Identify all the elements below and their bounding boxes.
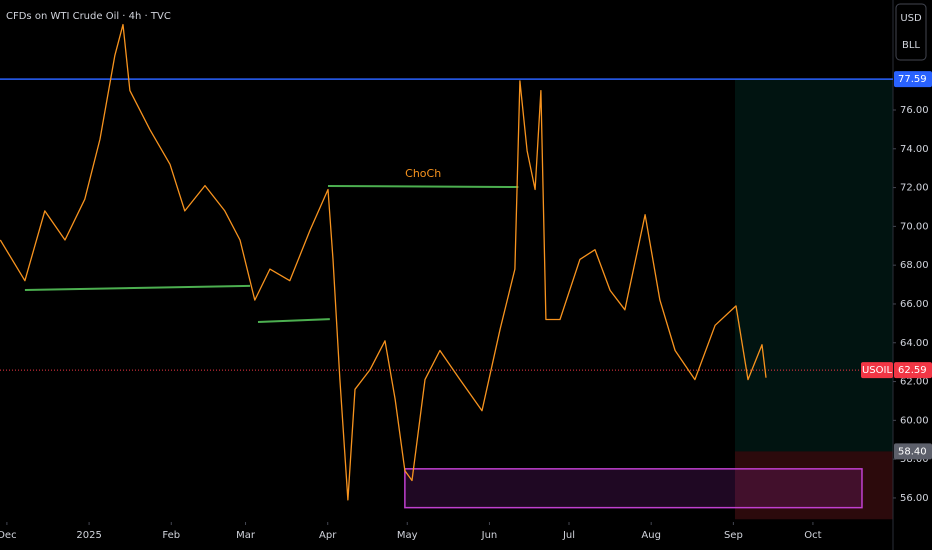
- price-label: 77.59: [898, 74, 927, 85]
- y-tick-label: 56.00: [900, 493, 929, 504]
- y-tick-label: 62.00: [900, 377, 929, 388]
- x-tick-label: Mar: [236, 530, 256, 541]
- x-tick-label: Jun: [481, 530, 498, 541]
- x-tick-label: May: [397, 530, 418, 541]
- y-tick-label: 74.00: [900, 144, 929, 155]
- price-label: 62.59: [898, 365, 927, 376]
- chart-title: CFDs on WTI Crude Oil · 4h · TVC: [6, 11, 171, 22]
- y-tick-label: 68.00: [900, 260, 929, 271]
- x-tick-label: Dec: [0, 530, 17, 541]
- x-tick-label: Oct: [804, 530, 821, 541]
- y-tick-label: 70.00: [900, 221, 929, 232]
- y-tick-label: 58.00: [900, 454, 929, 465]
- y-tick-label: 60.00: [900, 415, 929, 426]
- y-tick-label: 66.00: [900, 299, 929, 310]
- y-tick-label: 76.00: [900, 105, 929, 116]
- price-label-box: [894, 443, 932, 460]
- x-tick-label: Apr: [319, 530, 337, 541]
- price-label: 58.40: [898, 446, 927, 457]
- y-tick-label: 72.00: [900, 183, 929, 194]
- trendline: [24, 284, 251, 291]
- zone: [734, 79, 893, 452]
- x-tick-label: Jul: [562, 530, 575, 541]
- trendline-label: ChoCh: [405, 167, 441, 180]
- symbol-label: USOIL: [862, 365, 892, 376]
- x-tick-label: Sep: [724, 530, 743, 541]
- currency-box[interactable]: [895, 3, 927, 61]
- currency: USD: [900, 13, 922, 24]
- x-tick-label: Feb: [162, 530, 180, 541]
- symbol-box: [861, 362, 893, 379]
- price-line: [0, 23, 767, 501]
- price-label-box: [894, 362, 932, 379]
- x-tick-label: 2025: [76, 530, 101, 541]
- trendline: [327, 185, 519, 188]
- x-tick-label: Aug: [641, 530, 661, 541]
- unit: BLL: [902, 40, 920, 51]
- y-tick-label: 64.00: [900, 338, 929, 349]
- price-label-box: [894, 71, 932, 88]
- trendline: [257, 318, 330, 324]
- zone: [404, 468, 863, 509]
